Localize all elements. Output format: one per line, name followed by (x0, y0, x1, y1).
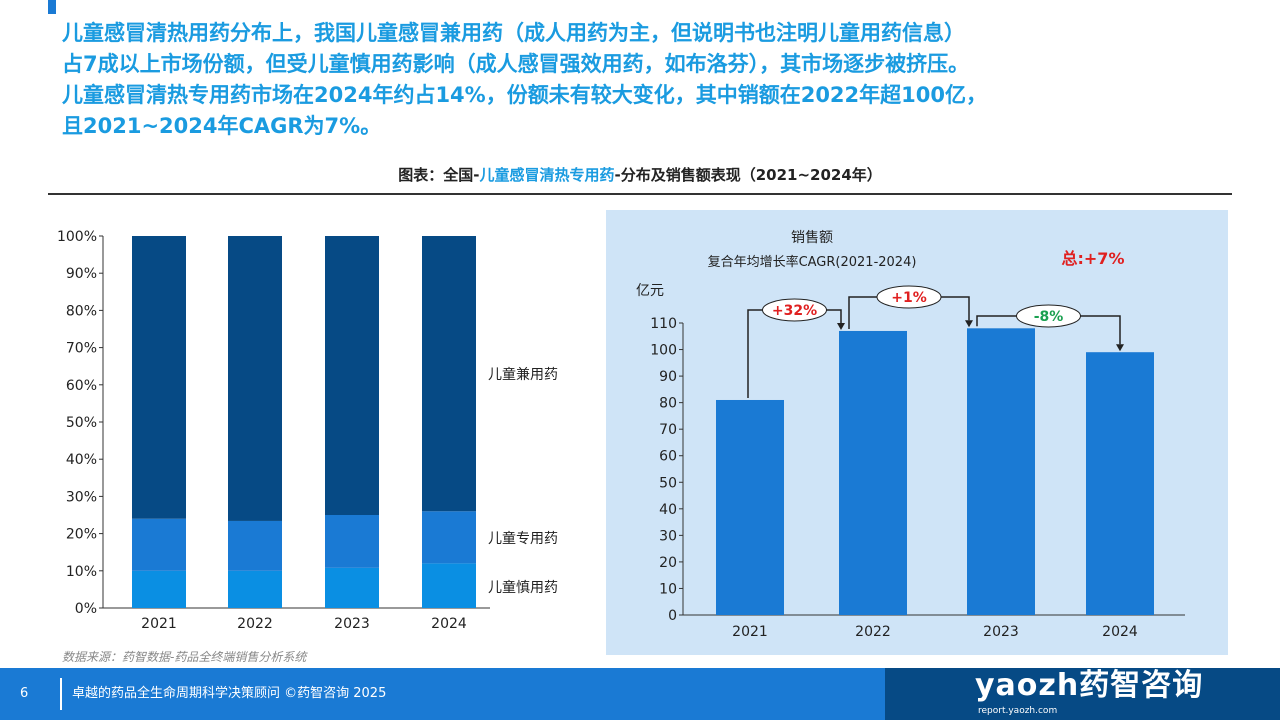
x-tick-label: 2024 (431, 616, 467, 632)
growth-bubble (762, 298, 827, 322)
y-tick-label: 10 (659, 581, 677, 597)
bar-segment (132, 570, 186, 608)
bar-segment (325, 236, 379, 515)
bar (716, 399, 784, 615)
headline-line: 占7成以上市场份额，但受儿童慎用药影响（成人感冒强效用药，如布洛芬），其市场逐步… (62, 52, 970, 76)
x-tick-label: 2023 (334, 616, 370, 632)
x-tick-label: 2024 (1102, 624, 1138, 640)
y-tick-label: 70 (659, 422, 677, 438)
y-tick-label: 60 (659, 449, 677, 465)
bar-segment (132, 518, 186, 571)
growth-label: -8% (1034, 309, 1064, 325)
growth-bubble (876, 285, 942, 309)
y-tick-label: 40% (66, 452, 97, 468)
chart-subtitle: 复合年均增长率CAGR(2021-2024) (708, 254, 917, 270)
source-note: 数据来源：药智数据-药品全终端销售分析系统 (62, 650, 307, 664)
bar-segment (228, 570, 282, 608)
x-tick-label: 2022 (237, 616, 273, 632)
y-tick-label: 10% (66, 564, 97, 580)
y-tick-label: 90% (66, 266, 97, 282)
headline-line: 儿童感冒清热专用药市场在2024年约占14%，份额未有较大变化，其中销额在202… (62, 83, 987, 107)
legend-label: 儿童慎用药 (488, 579, 558, 596)
headline-line: 且2021~2024年CAGR为7%。 (62, 114, 382, 138)
y-tick-label: 60% (66, 378, 97, 394)
footer-logo-area (885, 668, 1280, 720)
logo: yaozh药智咨询 (975, 668, 1204, 703)
growth-bubble (1016, 304, 1081, 328)
y-tick-label: 20% (66, 527, 97, 543)
x-tick-label: 2022 (855, 624, 891, 640)
accent-bar (48, 0, 56, 14)
figure-title-suffix: -分布及销售额表现（2021~2024年） (614, 166, 882, 184)
cagr-total: 总:+7% (1062, 249, 1125, 268)
footer: 6 卓越的药品全生命周期科学决策顾问 ©药智咨询 2025 yaozh药智咨询 … (0, 668, 1280, 720)
y-tick-label: 100% (57, 229, 97, 245)
y-tick-label: 20 (659, 555, 677, 571)
bar-segment (325, 515, 379, 568)
x-tick-label: 2021 (141, 616, 177, 632)
y-tick-label: 0 (668, 608, 677, 624)
y-tick-label: 50% (66, 415, 97, 431)
logo-url: report.yaozh.com (978, 706, 1058, 716)
y-tick-label: 90 (659, 369, 677, 385)
bar-segment (325, 567, 379, 608)
x-tick-label: 2023 (983, 624, 1019, 640)
headline-line: 儿童感冒清热用药分布上，我国儿童感冒兼用药（成人用药为主，但说明书也注明儿童用药… (62, 21, 965, 45)
y-tick-label: 80% (66, 303, 97, 319)
y-tick-label: 30% (66, 489, 97, 505)
figure-title-prefix: 图表：全国- (398, 166, 480, 184)
bar-segment (132, 236, 186, 519)
footer-text: 卓越的药品全生命周期科学决策顾问 ©药智咨询 2025 (72, 686, 387, 701)
bar-segment (422, 511, 476, 564)
growth-label: +1% (891, 290, 927, 306)
y-tick-label: 50 (659, 475, 677, 491)
bar (967, 328, 1035, 615)
legend-label: 儿童专用药 (488, 530, 558, 547)
y-axis-label: 亿元 (636, 283, 664, 299)
bar (839, 330, 907, 615)
y-tick-label: 40 (659, 502, 677, 518)
page-number: 6 (20, 686, 29, 701)
bar (1086, 352, 1154, 615)
bar-segment (228, 236, 282, 521)
y-tick-label: 80 (659, 396, 677, 412)
arrowhead (837, 322, 845, 330)
y-tick-label: 0% (75, 601, 97, 617)
x-tick-label: 2021 (732, 624, 768, 640)
figure-title: 图表：全国-儿童感冒清热专用药-分布及销售额表现（2021~2024年） (0, 164, 1280, 186)
divider (48, 193, 1232, 195)
bar-segment (422, 563, 476, 608)
growth-arrow (747, 309, 842, 398)
arrowhead (965, 320, 973, 328)
bar-segment (422, 236, 476, 512)
legend-label: 儿童兼用药 (488, 366, 558, 383)
bar-segment (228, 520, 282, 571)
y-tick-label: 110 (650, 316, 677, 332)
figure-title-highlight: 儿童感冒清热专用药 (479, 166, 615, 184)
footer-separator (60, 678, 62, 710)
arrowhead (1116, 344, 1124, 352)
growth-label: +32% (772, 303, 817, 319)
y-tick-label: 70% (66, 341, 97, 357)
y-tick-label: 100 (650, 343, 677, 359)
headline: 儿童感冒清热用药分布上，我国儿童感冒兼用药（成人用药为主，但说明书也注明儿童用药… (62, 18, 1242, 142)
y-tick-label: 30 (659, 528, 677, 544)
chart-title: 销售额 (791, 230, 833, 246)
